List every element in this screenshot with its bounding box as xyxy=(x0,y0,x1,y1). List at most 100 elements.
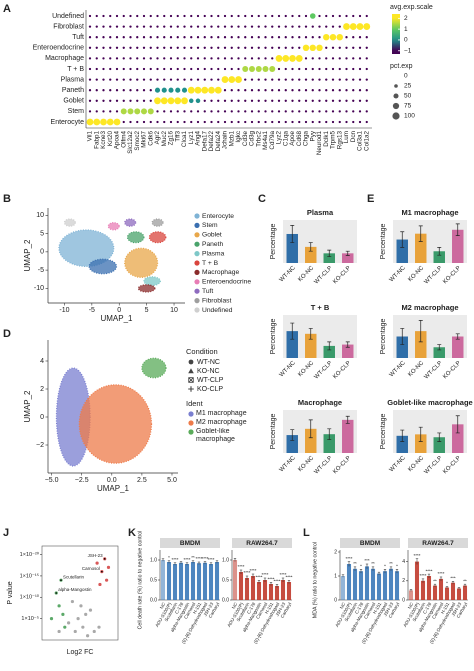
dot xyxy=(163,25,166,28)
dot xyxy=(331,25,335,28)
gene-label: Krt20 xyxy=(107,131,114,147)
size-key xyxy=(394,84,398,88)
error-bar xyxy=(197,561,201,565)
dot xyxy=(203,99,206,102)
dot xyxy=(291,89,294,92)
cluster xyxy=(148,231,167,244)
dot xyxy=(352,14,355,18)
dot xyxy=(115,67,119,71)
cluster xyxy=(124,218,137,227)
x-tick-label: 0.0 xyxy=(107,477,117,484)
legend-swatch xyxy=(194,260,200,266)
dot xyxy=(264,120,267,124)
cluster xyxy=(126,231,145,244)
dot xyxy=(210,120,213,124)
dot xyxy=(230,67,233,71)
y-tick-label: 4 xyxy=(402,559,405,565)
dot xyxy=(156,78,159,81)
bar xyxy=(358,571,364,600)
legend-title: pct.exp xyxy=(390,63,413,70)
dot xyxy=(291,36,294,39)
bar xyxy=(408,590,414,600)
annotation-anchor xyxy=(60,579,62,581)
bar xyxy=(388,568,394,600)
error-bar xyxy=(308,328,313,340)
dot xyxy=(223,120,227,124)
gene-label: Ms4a1 xyxy=(262,131,269,150)
gene-label: Dcn xyxy=(350,131,357,143)
legend-swatch xyxy=(188,429,194,435)
dot xyxy=(210,99,213,102)
legend-swatch xyxy=(194,279,200,285)
dot xyxy=(169,36,173,39)
dot xyxy=(136,89,139,92)
dot xyxy=(183,36,186,39)
point xyxy=(98,582,102,587)
dot xyxy=(257,89,260,92)
dot xyxy=(264,99,267,102)
dot xyxy=(217,110,220,113)
bar xyxy=(286,233,298,263)
significance: **** xyxy=(285,575,292,580)
error-bar xyxy=(308,242,313,252)
dot xyxy=(109,89,112,92)
dot xyxy=(109,25,112,28)
dot xyxy=(115,46,119,49)
dot xyxy=(169,110,173,113)
dot xyxy=(329,33,337,41)
dot xyxy=(250,89,254,92)
dot xyxy=(181,87,188,93)
dot xyxy=(223,89,227,92)
y-axis-label: Percentage xyxy=(380,318,387,354)
dot xyxy=(298,110,301,113)
bar xyxy=(214,562,220,600)
dot xyxy=(181,97,188,105)
dot xyxy=(142,99,146,102)
y-axis-label: Percentage xyxy=(270,318,277,354)
annotation: JSH-23 xyxy=(88,553,104,558)
error-bar xyxy=(437,432,442,442)
legend-label: WT-NC xyxy=(197,359,220,366)
dot xyxy=(136,99,139,102)
significance: ** xyxy=(371,561,375,566)
row-label: Tuft xyxy=(72,34,84,41)
dot xyxy=(169,78,173,81)
dot xyxy=(196,25,200,28)
error-bar xyxy=(457,587,461,590)
significance: ** xyxy=(463,578,467,583)
panel-letter: D xyxy=(3,328,11,340)
dot xyxy=(95,99,98,102)
dot xyxy=(176,120,179,124)
error-bar xyxy=(209,562,213,566)
bar xyxy=(450,582,456,600)
dot xyxy=(169,25,173,28)
legend-swatch xyxy=(194,222,200,228)
dot xyxy=(169,67,173,71)
dot xyxy=(122,57,125,60)
x-tick-label: 0 xyxy=(117,307,121,314)
dot xyxy=(176,46,179,49)
dot xyxy=(235,76,242,84)
error-bar xyxy=(263,577,267,582)
bar xyxy=(172,564,178,600)
dot xyxy=(304,78,308,81)
gene-label: Igkc xyxy=(235,131,242,143)
dot xyxy=(298,99,301,102)
dot xyxy=(122,14,125,18)
dot xyxy=(201,86,209,94)
dot xyxy=(336,33,343,41)
error-bar xyxy=(400,328,405,345)
dot xyxy=(325,78,328,81)
gene-label: Jchain xyxy=(222,131,229,150)
gene-label: Cd79a xyxy=(269,131,276,150)
dot xyxy=(277,78,281,81)
dot xyxy=(262,65,269,73)
dot xyxy=(149,57,152,60)
gene-label: Apoa4 xyxy=(114,131,121,150)
x-tick-label: C-178 xyxy=(354,601,365,615)
dot xyxy=(196,57,200,60)
error-bar xyxy=(185,562,189,566)
dot xyxy=(318,110,321,113)
dot xyxy=(115,110,119,113)
x-axis-label: UMAP_1 xyxy=(100,314,133,323)
